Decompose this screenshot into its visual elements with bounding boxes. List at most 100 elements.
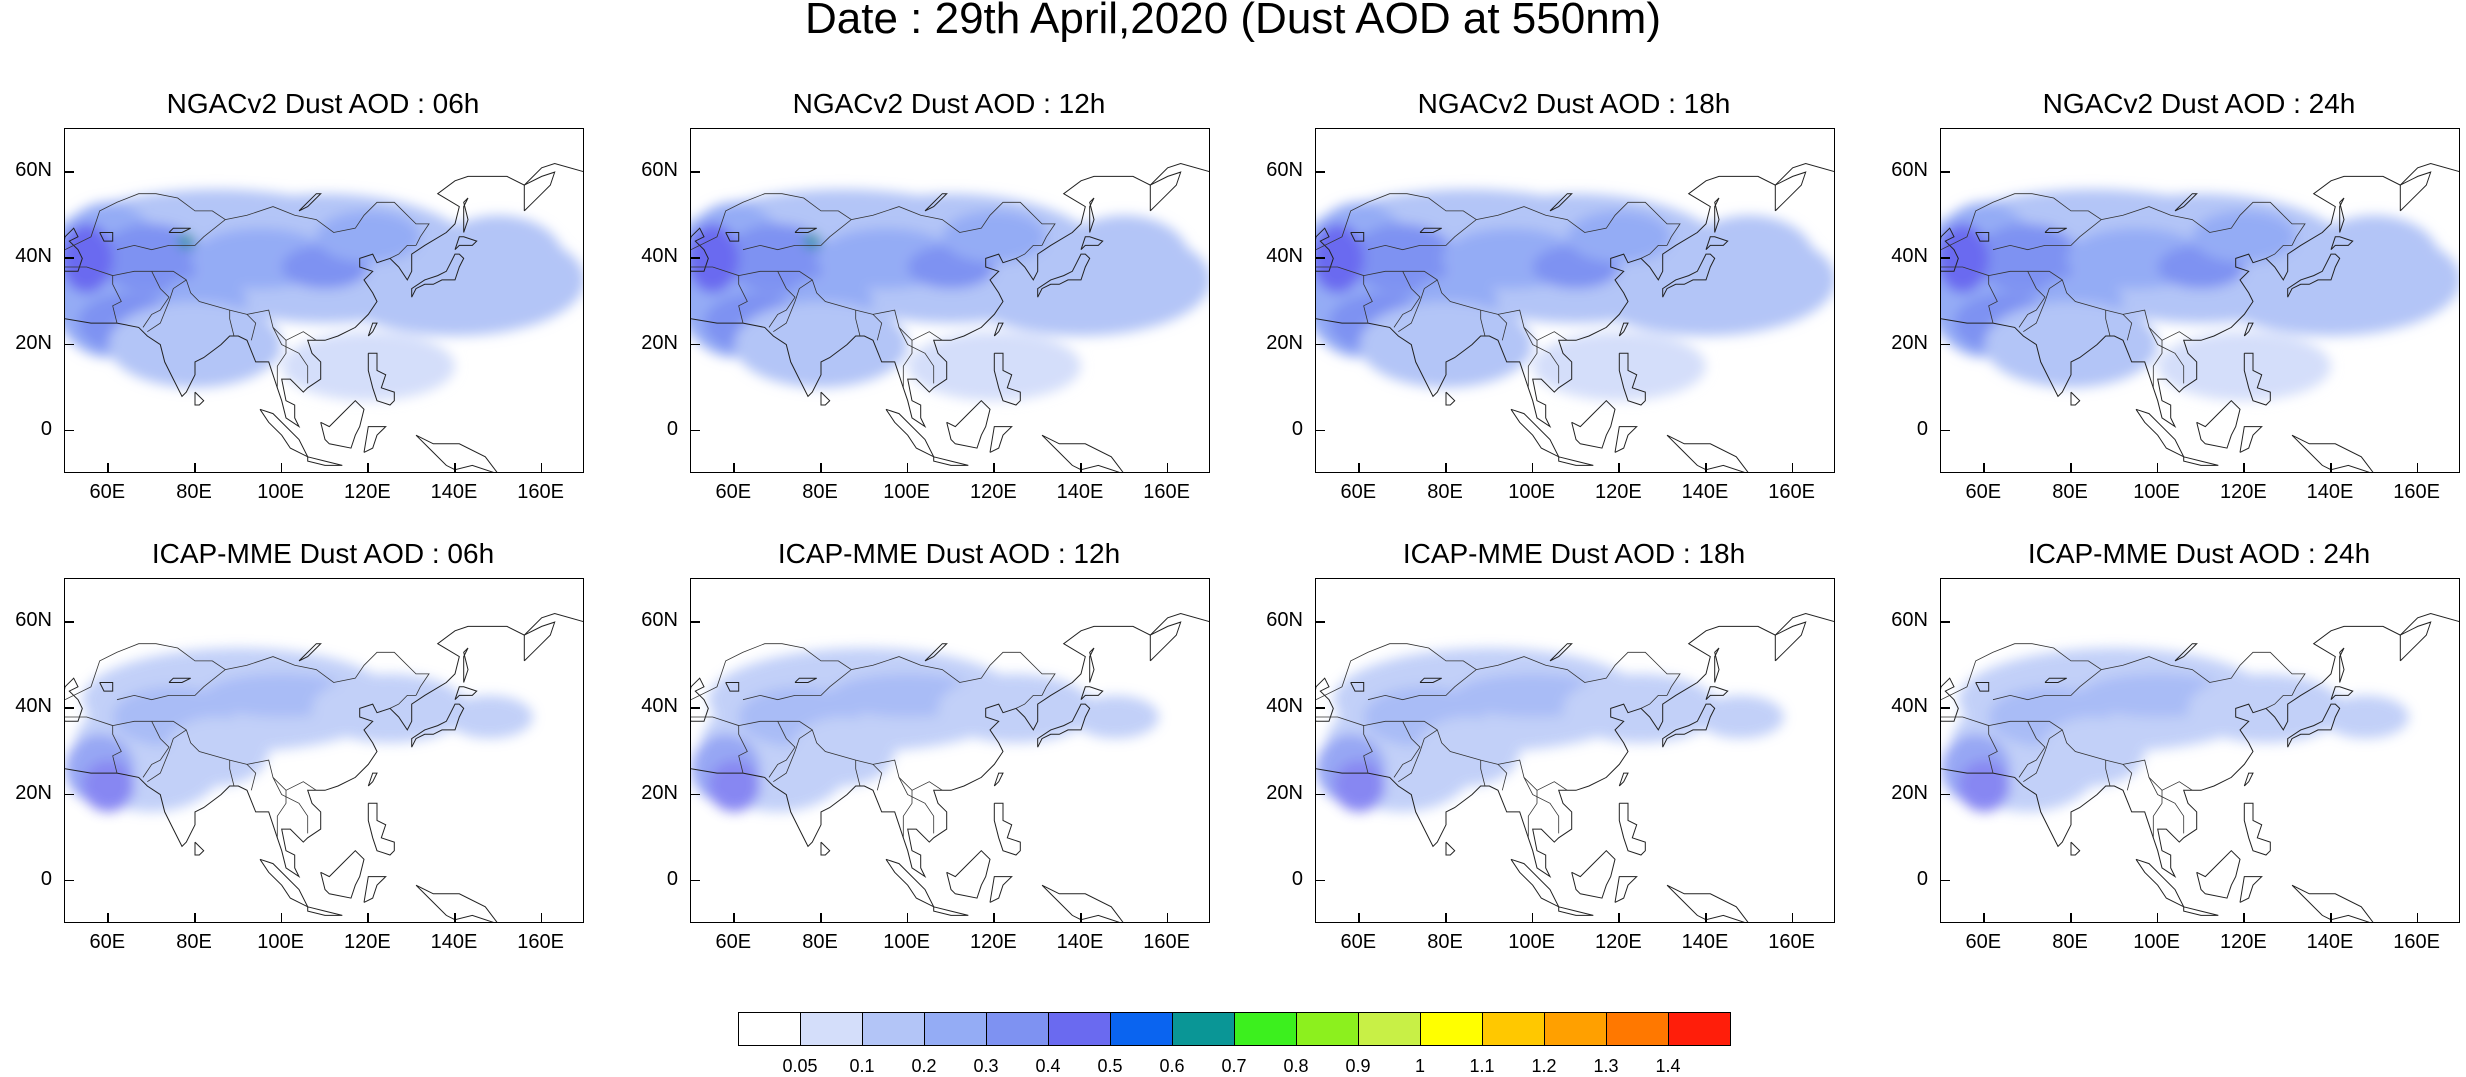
latitude-tick bbox=[64, 793, 74, 796]
longitude-label: 60E bbox=[1340, 481, 1377, 503]
figure-title: Date : 29th April,2020 (Dust AOD at 550n… bbox=[804, 0, 1661, 43]
colorbar-label: 0.8 bbox=[1283, 1056, 1309, 1076]
country-border bbox=[2023, 729, 2063, 783]
country-border bbox=[246, 764, 257, 791]
country-border bbox=[691, 266, 748, 324]
longitude-tick bbox=[1791, 463, 1794, 473]
colorbar-label: 1.2 bbox=[1531, 1056, 1557, 1076]
country-border bbox=[147, 279, 187, 333]
panel-title: NGACv2 Dust AOD : 12h bbox=[792, 88, 1106, 119]
latitude-label: 60N bbox=[1891, 609, 1928, 632]
longitude-label: 80E bbox=[1427, 481, 1463, 503]
coastline bbox=[1705, 236, 1729, 251]
country-border bbox=[1988, 270, 2193, 341]
coastline bbox=[2239, 426, 2263, 453]
coastline bbox=[259, 858, 309, 908]
dust-plume bbox=[65, 223, 113, 293]
latitude-label: 40N bbox=[1891, 695, 1928, 718]
latitude-tick bbox=[1940, 879, 1950, 882]
country-border bbox=[1497, 314, 1508, 341]
coastline bbox=[1080, 236, 1104, 251]
longitude-label: 140E bbox=[1056, 481, 1104, 503]
country-border bbox=[691, 643, 852, 701]
coastline bbox=[2044, 227, 2067, 233]
country-border bbox=[229, 760, 235, 787]
coastline bbox=[454, 236, 478, 251]
country-border bbox=[272, 327, 309, 384]
longitude-label: 160E bbox=[1143, 931, 1191, 953]
coastline bbox=[415, 434, 498, 472]
longitude-tick bbox=[2243, 913, 2245, 923]
longitude-tick bbox=[454, 913, 456, 923]
latitude-tick bbox=[690, 429, 700, 432]
coastline bbox=[1149, 621, 1182, 662]
country-border bbox=[768, 721, 796, 778]
coastline bbox=[1618, 352, 1646, 406]
map-area bbox=[1315, 128, 1835, 473]
country-border bbox=[1480, 760, 1486, 787]
dust-aod-map bbox=[1941, 612, 2459, 922]
dust-aod-map bbox=[65, 612, 583, 922]
colorbar-swatch bbox=[1296, 1012, 1359, 1046]
colorbar-swatch bbox=[1172, 1012, 1235, 1046]
dust-plume bbox=[734, 301, 908, 388]
latitude-label: 20N bbox=[1266, 331, 1303, 354]
coastline bbox=[691, 612, 1209, 879]
coastline bbox=[691, 162, 1209, 429]
coastline bbox=[411, 703, 465, 748]
longitude-label: 60E bbox=[715, 931, 752, 953]
coastline bbox=[259, 408, 309, 458]
country-border bbox=[1316, 643, 1477, 701]
country-border bbox=[1363, 270, 1568, 341]
dust-plume bbox=[178, 234, 195, 248]
coastline bbox=[298, 193, 322, 212]
latitude-tick bbox=[690, 343, 700, 346]
dust-aod-map bbox=[65, 162, 583, 472]
coastline bbox=[463, 647, 469, 683]
longitude-label: 120E bbox=[1594, 481, 1642, 503]
longitude-tick bbox=[820, 463, 822, 473]
country-border bbox=[1363, 720, 1568, 791]
country-border bbox=[742, 651, 1056, 701]
longitude-tick bbox=[107, 913, 109, 923]
latitude-label: 20N bbox=[641, 331, 678, 354]
colorbar-swatch bbox=[1420, 1012, 1483, 1046]
latitude-label: 40N bbox=[1266, 245, 1303, 268]
colorbar-label: 0.2 bbox=[911, 1056, 937, 1076]
longitude-tick bbox=[2243, 463, 2245, 473]
coastline bbox=[307, 456, 343, 466]
longitude-label: 60E bbox=[89, 931, 126, 953]
longitude-tick bbox=[1531, 913, 1534, 923]
coastline bbox=[1316, 677, 1334, 722]
country-border bbox=[1367, 201, 1681, 251]
longitude-tick bbox=[2156, 463, 2159, 473]
coastline bbox=[363, 426, 387, 453]
country-border bbox=[1640, 695, 1667, 709]
coastline bbox=[989, 876, 1013, 903]
latitude-label: 0 bbox=[666, 417, 678, 440]
map-area bbox=[1940, 128, 2460, 473]
longitude-tick bbox=[1618, 913, 1620, 923]
longitude-label: 160E bbox=[517, 931, 565, 953]
coastline bbox=[65, 162, 583, 429]
latitude-label: 20N bbox=[1891, 781, 1928, 804]
coastline bbox=[794, 227, 817, 233]
coastline bbox=[2183, 906, 2219, 916]
coastline bbox=[1614, 876, 1638, 903]
longitude-label: 80E bbox=[1427, 931, 1463, 953]
country-border bbox=[1523, 327, 1560, 384]
country-border bbox=[1992, 651, 2306, 701]
longitude-label: 100E bbox=[2133, 481, 2181, 503]
longitude-label: 140E bbox=[1681, 481, 1729, 503]
country-border bbox=[773, 279, 813, 333]
country-border bbox=[1941, 266, 1998, 324]
panel-title: NGACv2 Dust AOD : 24h bbox=[2042, 88, 2356, 119]
dust-plume bbox=[790, 717, 895, 786]
coastline bbox=[463, 197, 469, 233]
longitude-label: 100E bbox=[883, 481, 931, 503]
country-border bbox=[2265, 245, 2292, 259]
country-border bbox=[112, 720, 317, 791]
country-border bbox=[116, 651, 430, 701]
coastline bbox=[1571, 399, 1616, 449]
latitude-tick bbox=[1940, 343, 1950, 346]
